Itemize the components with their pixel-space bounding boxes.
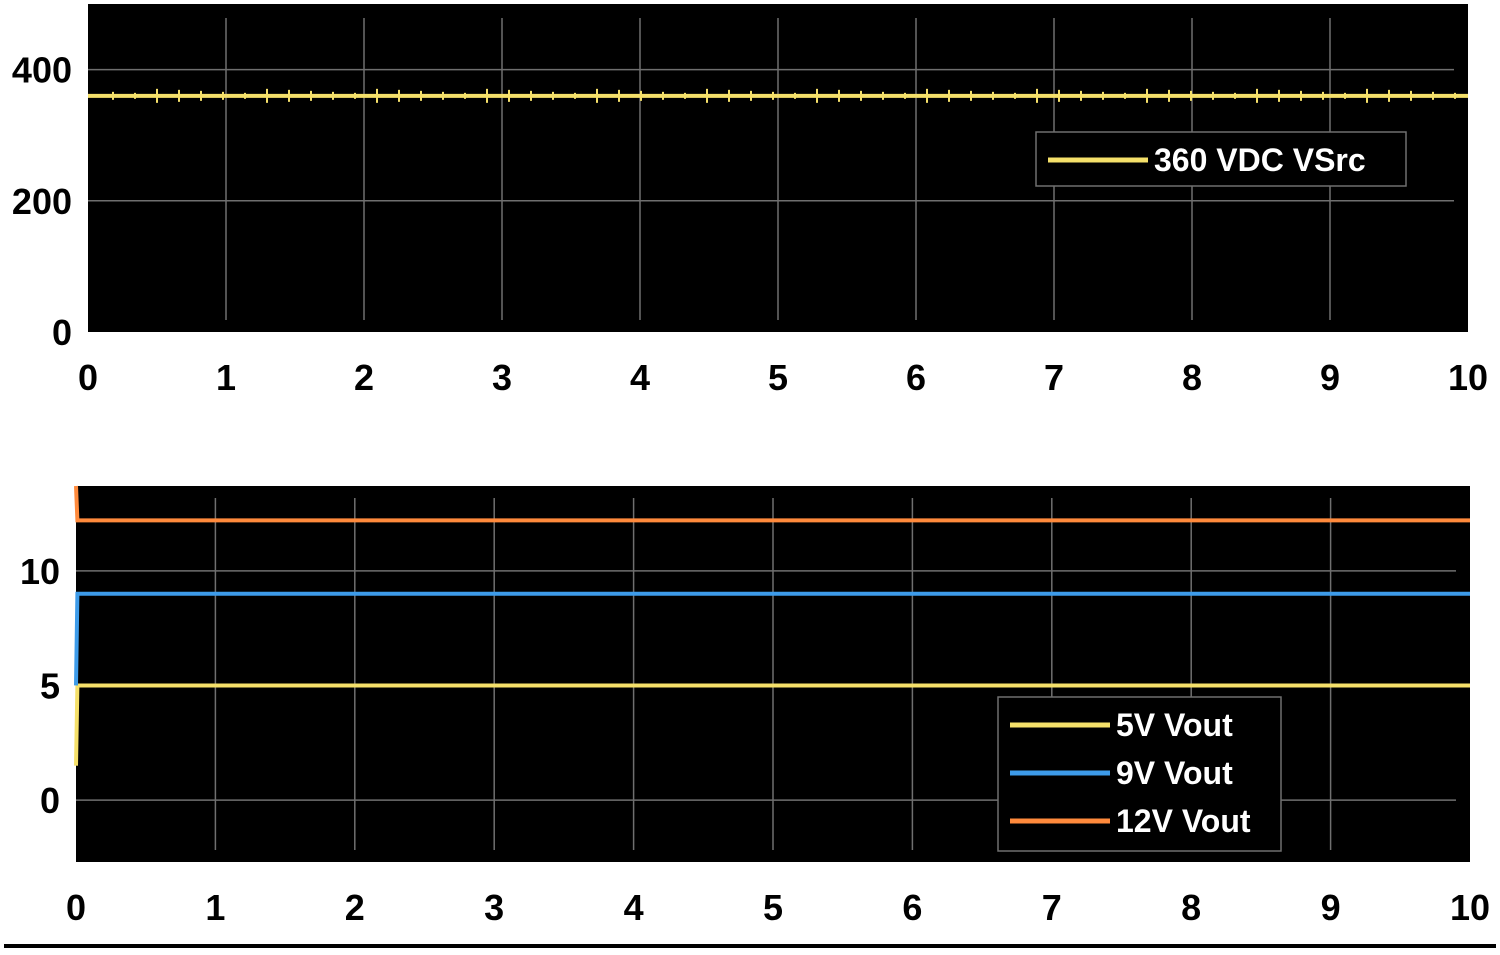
series-line <box>74 485 1470 523</box>
y-tick-label: 5 <box>40 665 60 706</box>
x-tick-label: 10 <box>1450 887 1490 928</box>
y-tick-label: 0 <box>52 312 72 353</box>
x-tick-label: 1 <box>216 357 236 398</box>
legend-label: 9V Vout <box>1116 755 1233 791</box>
x-tick-label: 3 <box>492 357 512 398</box>
x-tick-label: 1 <box>205 887 225 928</box>
y-tick-label: 10 <box>20 551 60 592</box>
x-tick-label: 2 <box>354 357 374 398</box>
x-tick-label: 4 <box>630 357 650 398</box>
x-tick-label: 10 <box>1448 357 1488 398</box>
x-tick-label: 8 <box>1181 887 1201 928</box>
x-tick-label: 0 <box>66 887 86 928</box>
x-tick-label: 0 <box>78 357 98 398</box>
x-tick-label: 2 <box>345 887 365 928</box>
legend-label: 12V Vout <box>1116 803 1251 839</box>
y-tick-label: 0 <box>40 780 60 821</box>
x-tick-label: 9 <box>1321 887 1341 928</box>
x-tick-label: 6 <box>902 887 922 928</box>
x-tick-label: 7 <box>1042 887 1062 928</box>
x-tick-label: 5 <box>768 357 788 398</box>
x-tick-label: 8 <box>1182 357 1202 398</box>
x-tick-label: 5 <box>763 887 783 928</box>
x-tick-label: 6 <box>906 357 926 398</box>
x-tick-label: 4 <box>624 887 644 928</box>
series-line <box>74 591 1470 686</box>
chart-panel-2: 0 1 2 3 4 5 6 7 8 9 10 0 5 10 5V Vout 9V Vout 12V Vout <box>20 485 1490 928</box>
y-tick-label: 400 <box>12 50 72 91</box>
chart-panel-1: 0 1 2 3 4 5 6 7 8 9 10 0 200 400 360 VDC VSrc <box>12 4 1488 398</box>
legend-label: 5V Vout <box>1116 707 1233 743</box>
legend-label: 360 VDC VSrc <box>1154 142 1366 178</box>
y-tick-label: 200 <box>12 181 72 222</box>
x-tick-label: 3 <box>484 887 504 928</box>
x-tick-label: 7 <box>1044 357 1064 398</box>
x-tick-label: 9 <box>1320 357 1340 398</box>
